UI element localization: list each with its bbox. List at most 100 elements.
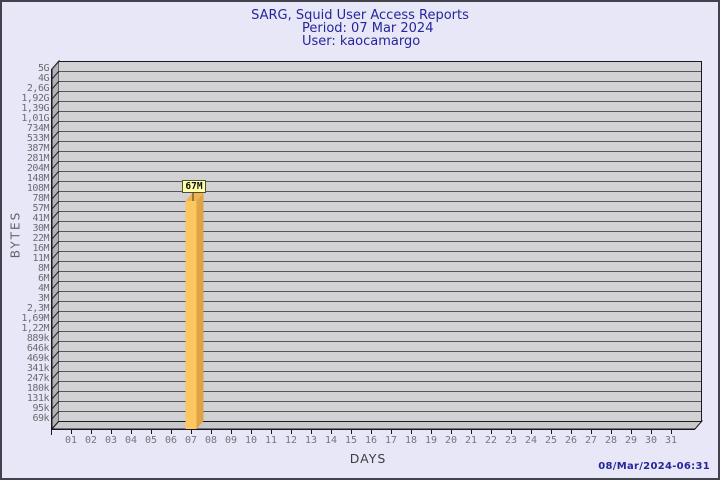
y-tick-label: 69k [32, 413, 49, 424]
y-tick-label: 8M [37, 263, 50, 274]
y-tick-diagonal [51, 400, 60, 410]
y-tick-diagonal [51, 120, 60, 130]
y-tick-diagonal [51, 360, 60, 370]
y-tick-label: 1,69M [21, 313, 49, 324]
y-tick-label: 646k [26, 343, 50, 354]
y-tick-label: 734M [26, 123, 50, 134]
y-tick-label: 533M [26, 133, 50, 144]
y-tick-label: 387M [26, 143, 50, 154]
x-tick-label: 16 [364, 435, 378, 446]
bar-value-label: 67M [182, 180, 206, 193]
x-tick-label: 31 [664, 435, 678, 446]
x-axis-title: DAYS [349, 451, 387, 466]
y-tick-diagonal [51, 390, 60, 400]
x-tick-label: 11 [264, 435, 278, 446]
y-tick-diagonal [51, 350, 60, 360]
y-tick-diagonal [51, 210, 60, 220]
y-tick-label: 1,01G [21, 113, 49, 124]
x-tick-label: 28 [604, 435, 618, 446]
y-tick-label: 4G [37, 73, 50, 84]
y-tick-diagonal [51, 190, 60, 200]
x-tick-label: 10 [244, 435, 258, 446]
x-tick-label: 09 [224, 435, 238, 446]
bar-front-face [185, 201, 197, 429]
y-tick-diagonal [51, 80, 60, 90]
y-tick-diagonal [51, 290, 60, 300]
y-tick-diagonal [51, 160, 60, 170]
y-tick-label: 57M [32, 203, 49, 214]
y-tick-diagonal [51, 380, 60, 390]
x-tick-label: 01 [64, 435, 78, 446]
y-tick-diagonal [51, 340, 60, 350]
y-tick-diagonal [51, 370, 60, 380]
y-tick-diagonal [51, 150, 60, 160]
report-title: SARG, Squid User Access Reports [251, 8, 469, 23]
x-tick-label: 19 [424, 435, 438, 446]
y-tick-diagonal [51, 180, 60, 190]
y-tick-label: 30M [32, 223, 49, 234]
y-axis-title: BYTES [8, 210, 23, 259]
x-tick-label: 29 [624, 435, 638, 446]
y-tick-label: 16M [32, 243, 49, 254]
y-tick-diagonal [51, 410, 60, 420]
y-tick-diagonal [51, 130, 60, 140]
report-user: User: kaocamargo [302, 34, 421, 49]
y-tick-diagonal [51, 240, 60, 250]
y-tick-label: 148M [26, 173, 50, 184]
x-tick-label: 27 [584, 435, 598, 446]
y-tick-diagonal [51, 110, 60, 120]
y-tick-diagonal [51, 300, 60, 310]
y-tick-label: 95k [32, 403, 49, 414]
y-tick-diagonal [51, 60, 60, 70]
y-tick-label: 2,3M [26, 303, 50, 314]
y-tick-label: 4M [37, 283, 50, 294]
y-tick-label: 5G [37, 63, 50, 74]
y-tick-label: 281M [26, 153, 50, 164]
x-tick-label: 20 [444, 435, 458, 446]
y-tick-label: 1,22M [21, 323, 49, 334]
x-tick-label: 17 [384, 435, 398, 446]
y-tick-diagonal [51, 330, 60, 340]
x-tick-label: 03 [104, 435, 118, 446]
x-tick-label: 08 [204, 435, 218, 446]
x-tick-label: 26 [564, 435, 578, 446]
x-tick-label: 24 [524, 435, 538, 446]
y-tick-diagonal [51, 320, 60, 330]
y-tick-label: 1,92G [21, 93, 49, 104]
y-tick-label: 889k [26, 333, 50, 344]
y-tick-diagonal [51, 220, 60, 230]
report-period: Period: 07 Mar 2024 [302, 21, 434, 36]
x-tick-label: 12 [284, 435, 298, 446]
y-tick-label: 22M [32, 233, 49, 244]
x-tick-label: 05 [144, 435, 158, 446]
y-tick-label: 204M [26, 163, 50, 174]
generated-timestamp: 08/Mar/2024-06:31 [598, 461, 710, 472]
y-tick-diagonal [51, 70, 60, 80]
y-tick-label: 247k [26, 373, 50, 384]
y-tick-diagonal [51, 270, 60, 280]
y-tick-label: 180k [26, 383, 50, 394]
y-tick-diagonal [51, 230, 60, 240]
y-tick-diagonal [51, 260, 60, 270]
x-tick-label: 15 [344, 435, 358, 446]
y-tick-label: 3M [37, 293, 50, 304]
y-tick-label: 78M [32, 193, 49, 204]
y-tick-label: 6M [37, 273, 50, 284]
y-tick-diagonal [51, 200, 60, 210]
y-tick-label: 131k [26, 393, 50, 404]
x-tick-label: 02 [84, 435, 98, 446]
x-tick-label: 30 [644, 435, 658, 446]
y-tick-diagonal [51, 310, 60, 320]
bar-side-face [196, 193, 204, 429]
y-tick-label: 108M [26, 183, 50, 194]
y-tick-diagonal [51, 280, 60, 290]
y-tick-diagonal [51, 170, 60, 180]
y-tick-label: 41M [32, 213, 49, 224]
y-tick-label: 1,39G [21, 103, 49, 114]
y-tick-label: 341k [26, 363, 50, 374]
floor [50, 420, 704, 430]
x-tick-label: 14 [324, 435, 338, 446]
